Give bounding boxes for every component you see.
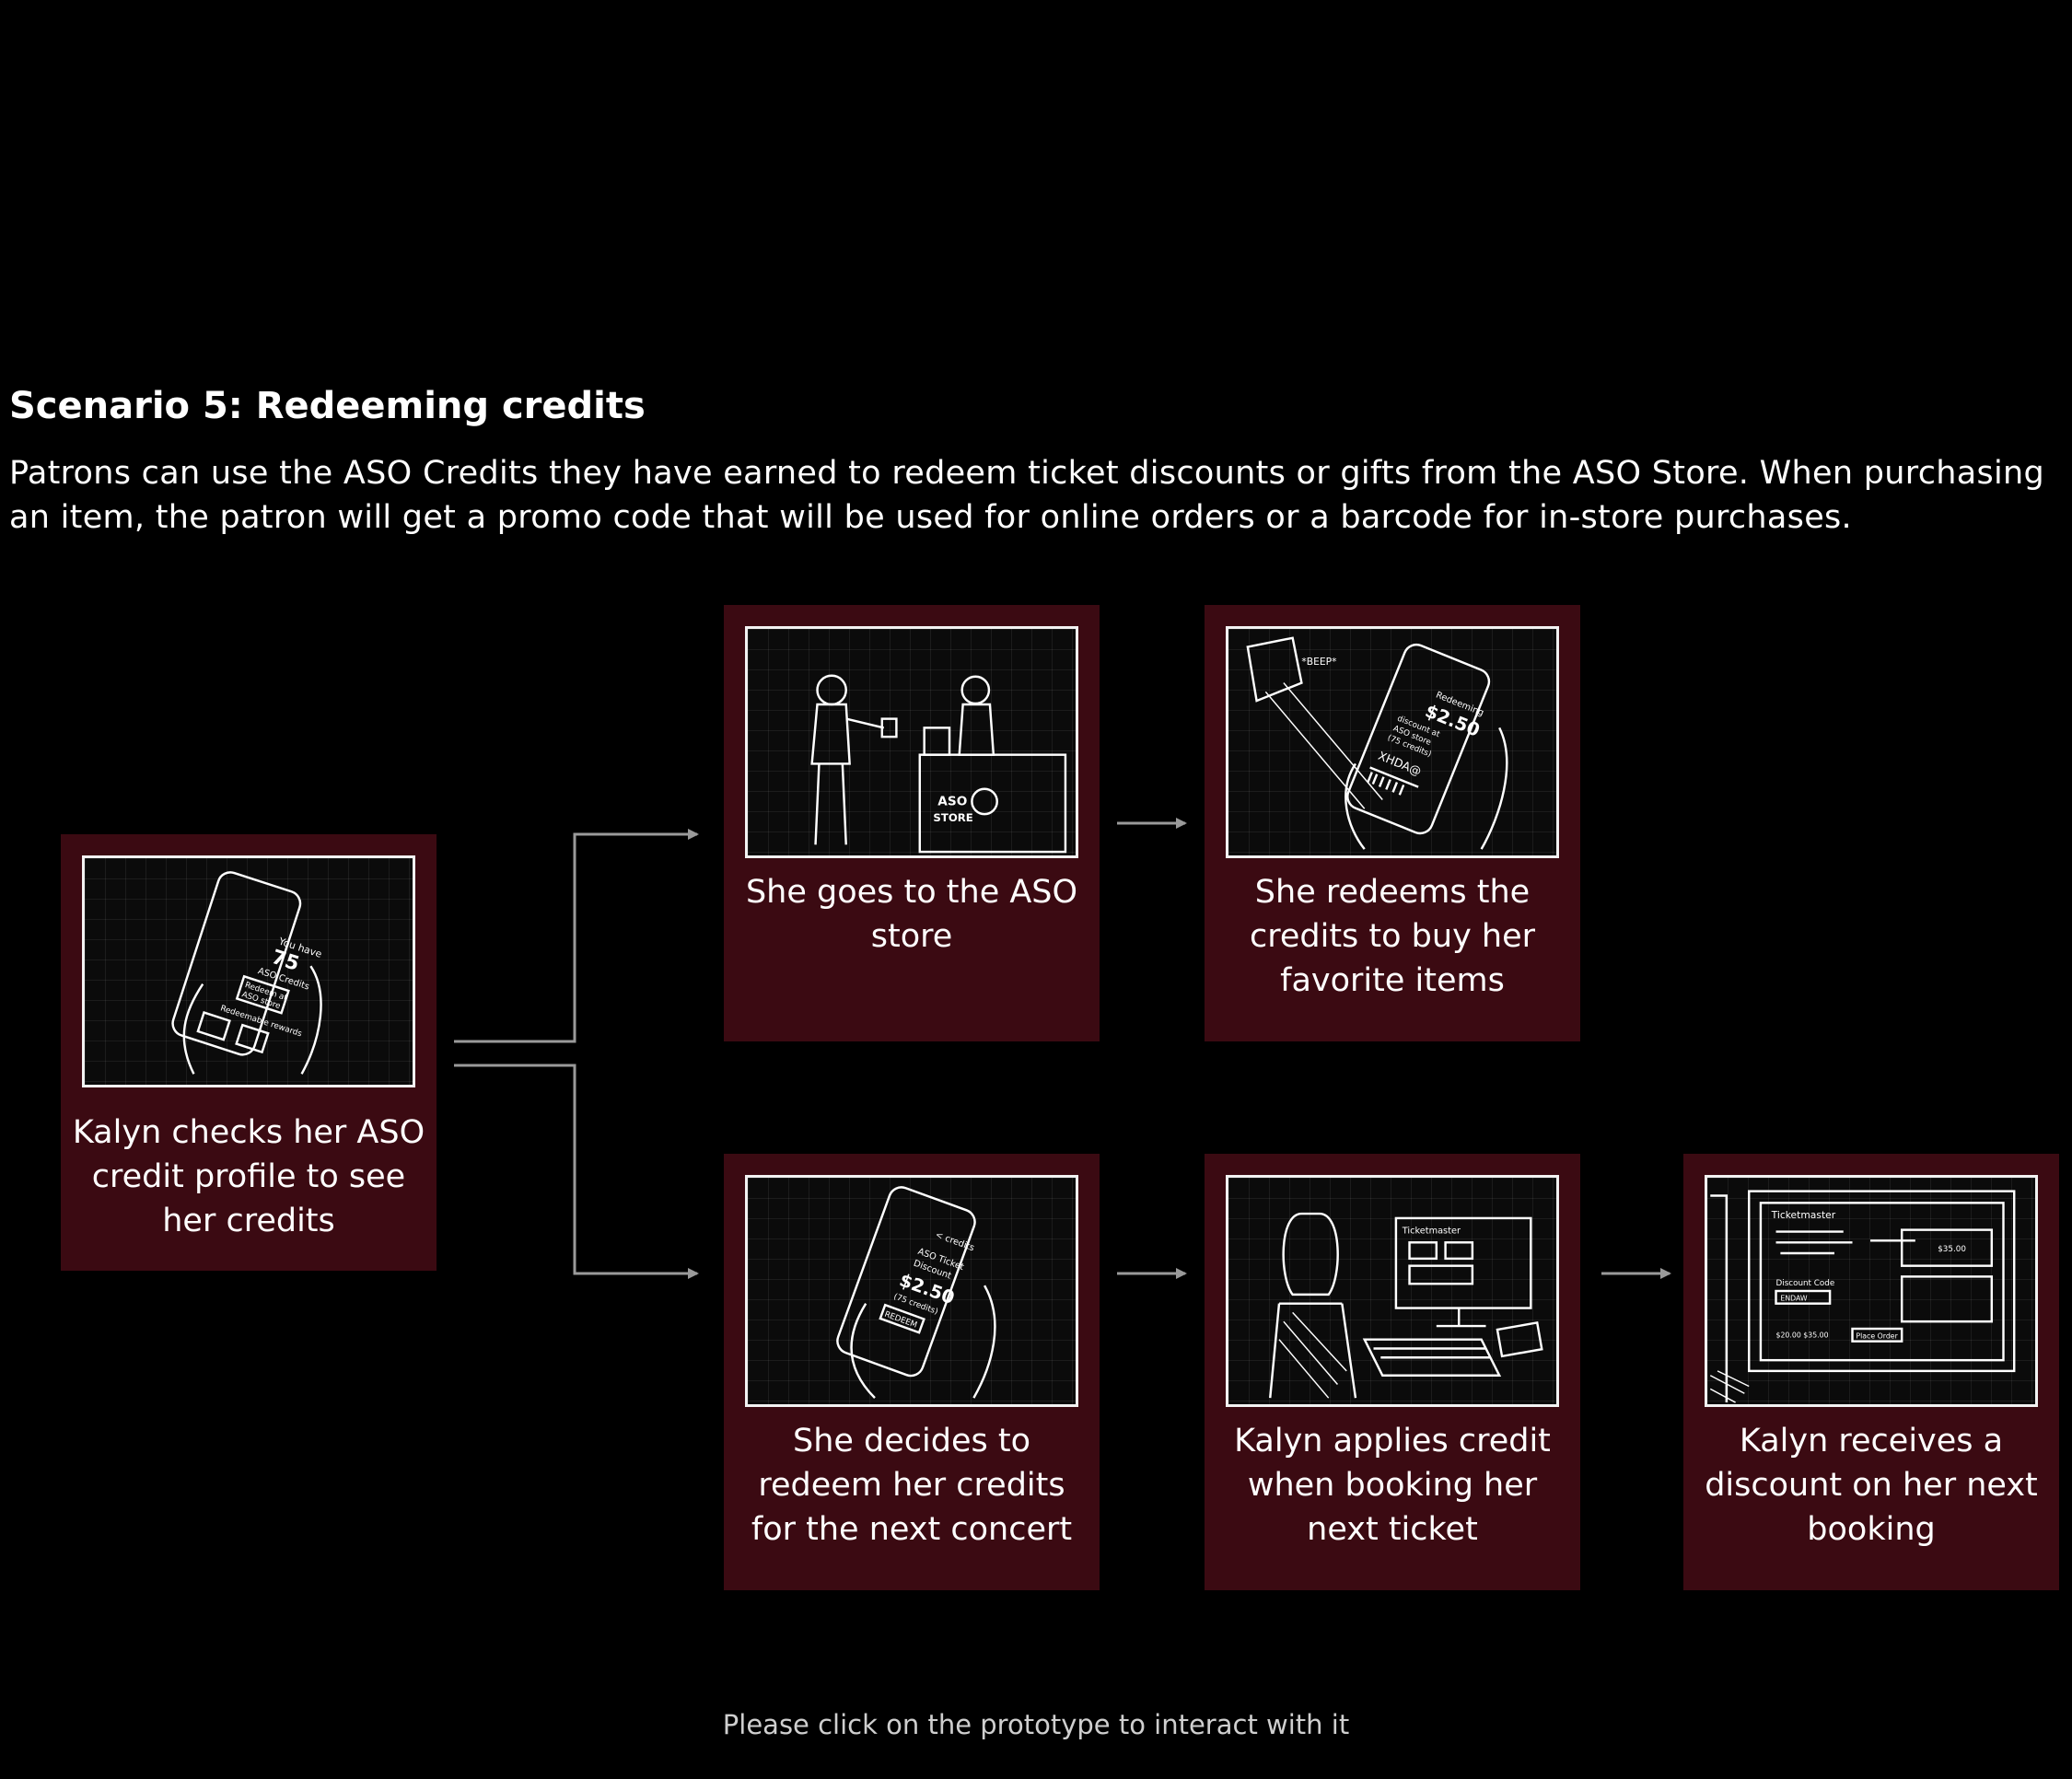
step-card-receive-discount[interactable]: Ticketmaster $35.00 Discount Code ENDAW … — [1683, 1154, 2059, 1590]
step-card-decide-redeem[interactable]: < credits ASO Ticket Discount $2.50 (75 … — [724, 1154, 1100, 1590]
step-caption: Kalyn receives a discount on her next bo… — [1705, 1423, 2038, 1548]
sketch-checkout-screen: Ticketmaster $35.00 Discount Code ENDAW … — [1705, 1175, 2038, 1407]
sketch-text: Ticketmaster — [1402, 1227, 1461, 1237]
step-card-apply-credit[interactable]: Ticketmaster Kalyn applies credit when b… — [1205, 1154, 1580, 1590]
scenario-description: Patrons can use the ASO Credits they hav… — [9, 455, 2045, 536]
sketch-phone-credits: You have 75 ASO Credits Redeem at ASO st… — [82, 855, 415, 1087]
step-card-redeem-in-store[interactable]: *BEEP* Redeeming $2.50 discount at ASO s… — [1205, 605, 1580, 1041]
branch-connector-top — [454, 829, 699, 1043]
sketch-text: *BEEP* — [1301, 656, 1337, 668]
sketch-text: $35.00 — [1938, 1245, 1966, 1254]
sketch-text: REDEEM — [883, 1310, 918, 1331]
sketch-text: ENDAW — [1780, 1295, 1808, 1303]
sketch-aso-store: ASO STORE — [745, 626, 1078, 858]
step-card-go-to-store[interactable]: ASO STORE She goes to the ASO store — [724, 605, 1100, 1041]
step-caption: She decides to redeem her credits for th… — [751, 1423, 1073, 1548]
sketch-text: Redeemable rewards — [219, 1004, 303, 1039]
sketch-text: Discount Code — [1776, 1279, 1835, 1288]
sketch-text: ASO — [937, 794, 967, 808]
sketch-text: STORE — [933, 811, 972, 824]
sketch-phone-ticket-discount: < credits ASO Ticket Discount $2.50 (75 … — [745, 1175, 1078, 1407]
sketch-text: Ticketmaster — [1771, 1209, 1836, 1221]
step-caption: She redeems the credits to buy her favor… — [1249, 874, 1536, 999]
step-caption: Kalyn applies credit when booking her ne… — [1234, 1423, 1551, 1548]
step-caption: Kalyn checks her ASO credit profile to s… — [72, 1114, 425, 1239]
branch-connector-bottom — [454, 1064, 699, 1279]
sketch-text: Place Order — [1856, 1332, 1898, 1341]
scenario-title: Scenario 5: Redeeming credits — [9, 385, 646, 427]
prototype-hint[interactable]: Please click on the prototype to interac… — [722, 1709, 1350, 1740]
sketch-barcode-scan: *BEEP* Redeeming $2.50 discount at ASO s… — [1226, 626, 1559, 858]
step-caption: She goes to the ASO store — [745, 874, 1078, 955]
sketch-text: $20.00 $35.00 — [1776, 1331, 1829, 1340]
sketch-desktop-booking: Ticketmaster — [1226, 1175, 1559, 1407]
sketch-text: < credits — [934, 1230, 975, 1253]
step-card-check-profile[interactable]: You have 75 ASO Credits Redeem at ASO st… — [61, 834, 437, 1271]
